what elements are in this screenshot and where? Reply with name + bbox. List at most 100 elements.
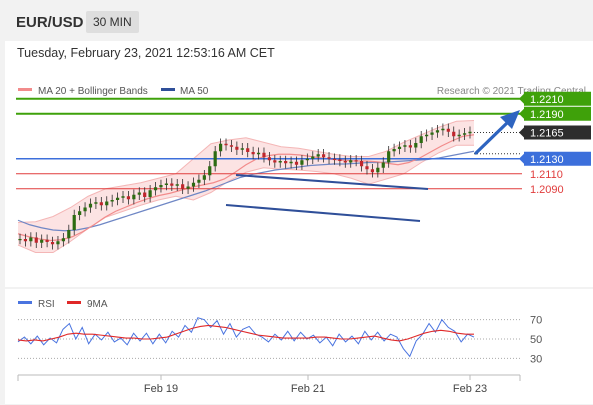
rsi-line: [17, 317, 475, 358]
candle-body: [403, 145, 407, 147]
level-lines: 1.2210 1.2190 1.2165 1.2130 1.2110 1.2090: [16, 91, 591, 196]
candle-body: [322, 154, 326, 158]
rsi-indicator: 70 50 30: [17, 315, 542, 365]
channel-upper-line: [235, 174, 429, 190]
candle-body: [446, 128, 450, 132]
candle-body: [229, 145, 234, 147]
candle-body: [132, 194, 136, 200]
candle-body: [29, 237, 33, 242]
candle-body: [462, 133, 467, 135]
candle-body: [284, 161, 288, 164]
candle-body: [246, 148, 250, 152]
candle-body: [392, 149, 396, 152]
rsi-tick-50: 50: [530, 334, 542, 346]
candle-body: [435, 130, 440, 133]
level-label-1-2130: 1.2130: [530, 154, 564, 166]
candle-body: [294, 161, 299, 165]
candle-body: [316, 154, 320, 157]
candle-body: [387, 151, 391, 163]
level-label-1-2110: 1.2110: [530, 169, 563, 181]
candle-body: [50, 242, 55, 245]
candle-body: [408, 145, 412, 148]
candle-body: [202, 175, 206, 180]
candle-body: [208, 166, 212, 176]
rsi-tick-70: 70: [530, 315, 542, 327]
candle-body: [153, 187, 158, 191]
level-label-1-2090: 1.2090: [530, 184, 564, 196]
candle-body: [278, 161, 282, 163]
ma20-legend-swatch: [18, 88, 32, 91]
candle-body: [56, 241, 60, 245]
ma9-legend-swatch: [67, 301, 81, 304]
bollinger-upper-line: [17, 120, 475, 223]
rsi-tick-30: 30: [530, 353, 542, 365]
candle-body: [273, 160, 277, 163]
ma20-legend-label: MA 20 + Bollinger Bands: [38, 86, 148, 97]
candle-body: [425, 134, 429, 137]
level-tag-1-2210: [524, 91, 591, 106]
candle-body: [137, 192, 141, 195]
candle-body: [235, 146, 239, 150]
candle-body: [457, 134, 461, 137]
candle-body: [34, 237, 38, 243]
level-label-1-2210: 1.2210: [530, 94, 564, 106]
candle-body: [67, 230, 71, 239]
candle-body: [370, 169, 375, 173]
candle-body: [197, 179, 201, 183]
candle-body: [45, 239, 49, 242]
candle-body: [181, 184, 185, 189]
candle-body: [83, 207, 87, 212]
candle-body: [23, 239, 28, 242]
candle-body: [78, 211, 82, 215]
rsi-ma-line: [17, 324, 474, 342]
rsi-legend-label: RSI: [38, 299, 55, 310]
candle-body: [419, 136, 423, 143]
candle-body: [115, 197, 120, 200]
candle-body: [338, 159, 342, 161]
candle-body: [251, 152, 255, 155]
candle-body: [213, 151, 217, 167]
ma20-line: [17, 134, 475, 242]
candle-body: [72, 215, 76, 230]
candle-body: [305, 158, 309, 161]
x-tick-label: Feb 23: [453, 383, 487, 395]
candles: [18, 123, 472, 250]
candle-body: [354, 160, 358, 162]
candle-body: [332, 158, 337, 160]
candle-body: [18, 239, 22, 241]
candle-body: [311, 156, 315, 159]
candle-body: [175, 184, 179, 186]
channel-lower-line: [225, 204, 421, 222]
level-tag-1-2165: [524, 125, 591, 140]
level-label-1-2165: 1.2165: [530, 128, 564, 140]
candle-body: [40, 239, 44, 243]
candle-body: [61, 238, 65, 242]
candle-body: [121, 196, 125, 198]
candle-body: [376, 167, 380, 173]
trend-channel: [225, 174, 429, 222]
candle-body: [99, 202, 103, 206]
candle-body: [365, 166, 369, 170]
candle-body: [327, 157, 331, 159]
candle-body: [414, 143, 418, 148]
x-tick-label: Feb 21: [291, 383, 325, 395]
x-axis-ticks: Feb 19 Feb 21 Feb 23: [144, 375, 487, 395]
level-label-1-2190: 1.2190: [530, 109, 564, 121]
candle-body: [289, 161, 293, 164]
x-tick-label: Feb 19: [144, 383, 178, 395]
forecast-arrow-shaft: [474, 120, 510, 155]
level-tag-1-2130: [524, 151, 591, 166]
timeframe-badge[interactable]: 30 MIN: [86, 11, 139, 33]
candle-body: [343, 161, 347, 163]
candle-body: [191, 182, 196, 187]
candle-body: [441, 128, 445, 131]
candle-body: [452, 131, 456, 137]
timestamp: Tuesday, February 23, 2021 12:53:16 AM C…: [17, 46, 275, 60]
forecast-arrow: [474, 110, 520, 155]
candle-body: [267, 157, 271, 161]
candle-body: [159, 185, 163, 188]
candle-body: [262, 152, 266, 158]
candle-body: [170, 183, 174, 186]
candle-body: [148, 190, 152, 197]
